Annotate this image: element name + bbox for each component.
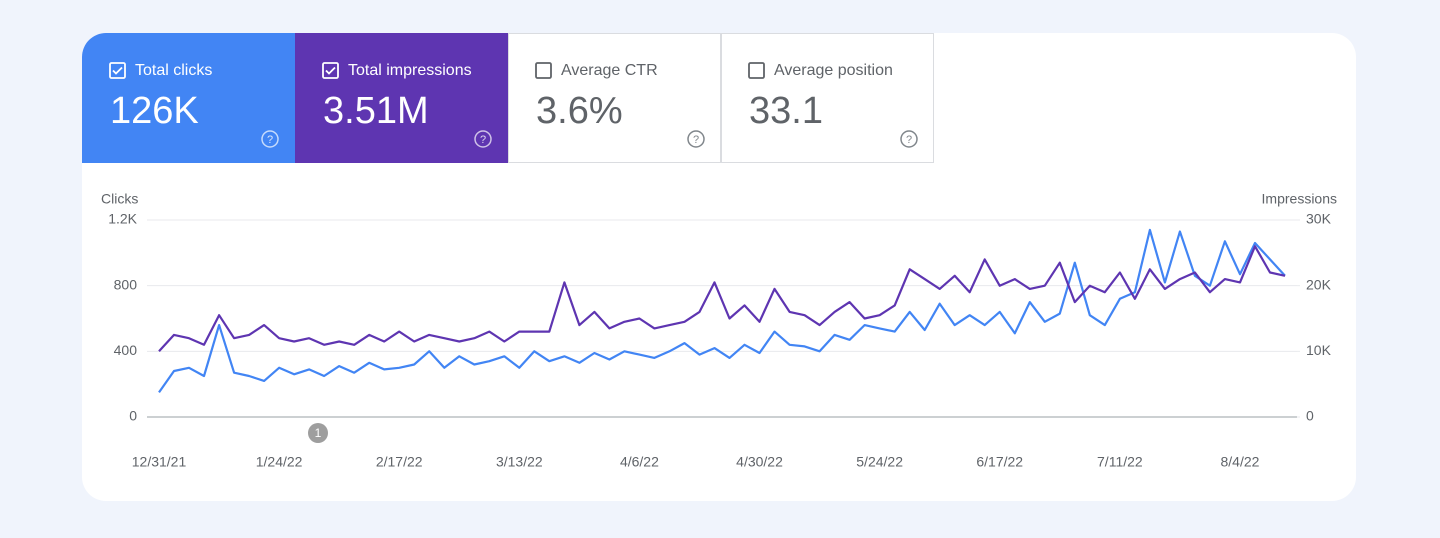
y-tick-label: 400	[114, 342, 138, 358]
annotation-label: 1	[315, 426, 322, 440]
metric-tiles: Total clicks 126K? Total impressions 3.51M?…	[82, 33, 934, 163]
y2-tick-label: 30K	[1306, 211, 1332, 227]
metric-tile[interactable]: Total clicks 126K?	[82, 33, 295, 163]
check-mark	[112, 66, 123, 75]
chart: Clicks Impressions04008001.2K010K20K30K12…	[101, 191, 1337, 470]
y2-tick-label: 20K	[1306, 276, 1332, 292]
y-axis-title: Clicks	[101, 191, 138, 207]
x-tick-label: 4/30/22	[736, 454, 783, 470]
help-icon[interactable]	[474, 130, 492, 148]
metric-value: 3.51M	[323, 90, 429, 132]
tile-bg	[721, 33, 934, 163]
tile-border	[721, 33, 934, 163]
tile-bg	[82, 33, 295, 163]
metric-label: Total impressions	[348, 62, 472, 79]
x-tick-label: 2/17/22	[376, 454, 423, 470]
help-icon-glyph: ?	[906, 134, 912, 146]
checkbox[interactable]	[535, 62, 552, 79]
metric-label: Average CTR	[561, 62, 658, 79]
checkbox[interactable]	[748, 62, 765, 79]
help-icon-glyph: ?	[480, 134, 486, 146]
help-icon-glyph: ?	[267, 134, 273, 146]
checkbox[interactable]	[322, 62, 339, 79]
metric-value: 126K	[110, 90, 199, 132]
metric-value: 33.1	[749, 90, 823, 132]
y2-tick-label: 0	[1306, 408, 1314, 424]
checkbox[interactable]	[109, 62, 126, 79]
x-tick-label: 4/6/22	[620, 454, 659, 470]
help-icon[interactable]	[261, 130, 279, 148]
x-tick-label: 8/4/22	[1220, 454, 1259, 470]
metric-label: Total clicks	[135, 62, 212, 79]
help-icon-glyph: ?	[693, 134, 699, 146]
y2-tick-label: 10K	[1306, 342, 1332, 358]
metric-tile[interactable]: Average CTR 3.6%?	[508, 33, 721, 163]
tile-border	[508, 33, 721, 163]
x-tick-label: 1/24/22	[256, 454, 303, 470]
help-icon[interactable]	[687, 130, 705, 148]
metric-label: Average position	[774, 62, 893, 79]
metric-tile[interactable]: Average position 33.1?	[721, 33, 934, 163]
x-tick-label: 6/17/22	[976, 454, 1023, 470]
tile-bg	[295, 33, 508, 163]
y-tick-label: 800	[114, 276, 138, 292]
x-tick-label: 12/31/21	[132, 454, 187, 470]
x-tick-label: 3/13/22	[496, 454, 543, 470]
x-tick-label: 7/11/22	[1097, 454, 1143, 470]
tile-bg	[508, 33, 721, 163]
metric-value: 3.6%	[536, 90, 623, 132]
series-line	[158, 228, 1286, 394]
series-line	[158, 245, 1286, 353]
y2-axis-title: Impressions	[1262, 191, 1337, 207]
x-tick-label: 5/24/22	[856, 454, 903, 470]
y-tick-label: 0	[129, 408, 137, 424]
metric-tile[interactable]: Total impressions 3.51M?	[295, 33, 508, 163]
annotation-marker[interactable]	[308, 423, 328, 443]
y-tick-label: 1.2K	[108, 211, 137, 227]
check-mark	[325, 66, 336, 75]
help-icon[interactable]	[900, 130, 918, 148]
